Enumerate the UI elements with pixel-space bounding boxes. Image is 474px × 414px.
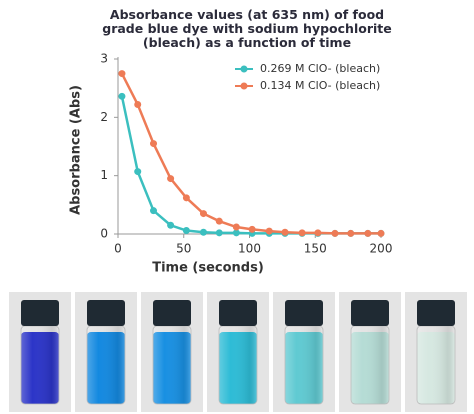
data-point xyxy=(150,140,158,148)
data-point xyxy=(167,221,175,229)
data-point xyxy=(347,229,355,237)
vial-photo xyxy=(273,292,335,412)
data-point xyxy=(298,229,306,237)
vial-glass xyxy=(416,325,456,405)
vial-cap xyxy=(87,300,125,326)
vial-cap xyxy=(285,300,323,326)
vial-cap xyxy=(219,300,257,326)
y-tick-label: 2 xyxy=(100,110,108,124)
y-axis-label: Absorbance (Abs) xyxy=(69,85,84,215)
vial-glass xyxy=(350,325,390,405)
y-tick-label: 1 xyxy=(100,168,108,182)
legend-marker xyxy=(240,82,248,90)
data-point xyxy=(364,229,372,237)
data-point xyxy=(248,225,256,233)
x-tick-label: 150 xyxy=(304,242,327,256)
data-point xyxy=(377,229,385,237)
x-axis-label: Time (seconds) xyxy=(152,261,264,276)
data-point xyxy=(265,227,273,235)
x-tick-label: 50 xyxy=(176,242,191,256)
vial-glass xyxy=(284,325,324,405)
vial-photo xyxy=(339,292,401,412)
vial-cap xyxy=(153,300,191,326)
y-tick-label: 3 xyxy=(100,52,108,66)
data-point xyxy=(199,210,207,218)
vial-photo xyxy=(207,292,269,412)
data-point xyxy=(232,229,240,237)
data-point xyxy=(118,70,126,78)
x-tick-label: 0 xyxy=(114,242,122,256)
data-point xyxy=(182,227,190,234)
x-tick-label: 100 xyxy=(238,242,261,256)
data-point xyxy=(134,168,142,176)
data-point xyxy=(232,223,240,231)
vial-glass xyxy=(152,325,192,405)
vial-photo xyxy=(9,292,71,412)
data-point xyxy=(281,228,289,236)
legend-marker xyxy=(240,65,248,73)
vial-cap xyxy=(351,300,389,326)
data-point xyxy=(134,101,142,108)
y-tick-label: 0 xyxy=(100,227,108,241)
vial-photos xyxy=(9,292,467,412)
data-point xyxy=(331,229,339,237)
data-point xyxy=(118,92,126,100)
data-point xyxy=(182,194,190,202)
vial-photo xyxy=(75,292,137,412)
vial-photo xyxy=(141,292,203,412)
data-point xyxy=(199,228,207,236)
x-tick-label: 200 xyxy=(370,242,393,256)
series-line xyxy=(120,73,381,235)
vial-photo xyxy=(405,292,467,412)
legend-label: 0.269 M ClO- (bleach) xyxy=(260,62,380,75)
data-point xyxy=(150,207,158,215)
chart: Time (seconds) Absorbance (Abs) 0 1 2 3 0 50 1… xyxy=(69,52,393,276)
vial-glass xyxy=(218,325,258,405)
vial-cap xyxy=(417,300,455,326)
data-point xyxy=(215,217,223,225)
legend-label: 0.134 M ClO- (bleach) xyxy=(260,79,380,92)
series-line xyxy=(120,96,381,235)
chart-title: Absorbance values (at 635 nm) of food gr… xyxy=(102,7,392,50)
vial-glass xyxy=(86,325,126,405)
data-point xyxy=(167,175,175,183)
data-point xyxy=(215,229,223,237)
vial-cap xyxy=(21,300,59,326)
data-point xyxy=(314,229,322,237)
vial-glass xyxy=(20,325,60,405)
